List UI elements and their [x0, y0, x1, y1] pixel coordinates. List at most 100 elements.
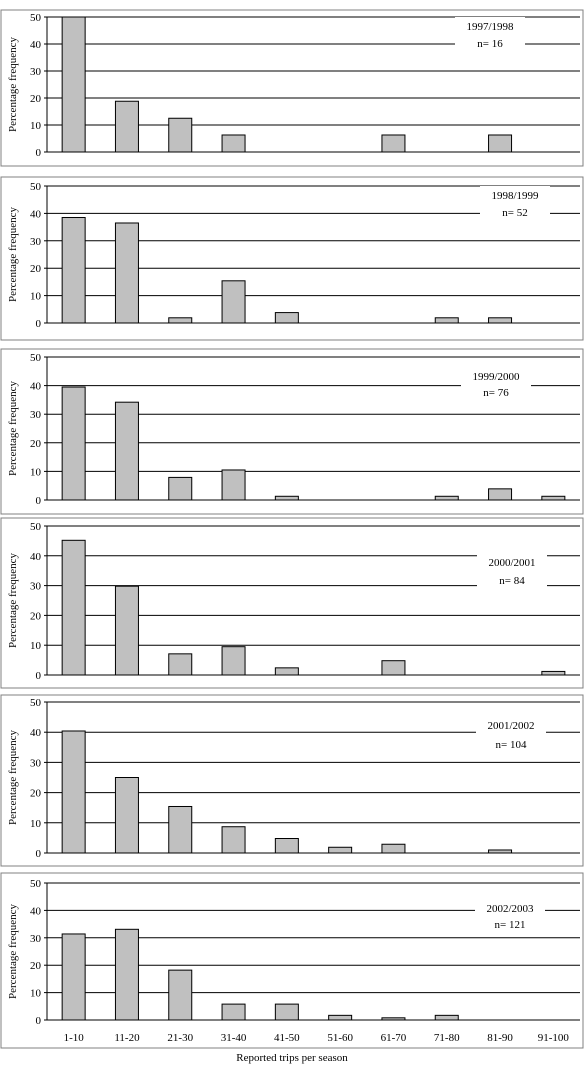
panel-frame: [0, 517, 584, 689]
bar-81-90: [488, 134, 513, 153]
bar-31-40: [221, 469, 246, 501]
annotation-box: [480, 186, 550, 222]
x-tick-label: 21-30: [167, 1032, 193, 1044]
y-tick-label: 30: [30, 757, 42, 769]
panel-frame: [0, 872, 584, 1049]
sample-size-label: n= 84: [499, 575, 525, 587]
bar-31-40: [221, 134, 246, 153]
bar-51-60: [328, 846, 353, 854]
y-axis-title: Percentage frequency: [7, 37, 19, 132]
annotation-box: [475, 899, 545, 935]
season-label: 2000/2001: [488, 557, 535, 569]
sample-size-label: n= 16: [477, 38, 503, 50]
y-tick-label: 0: [36, 147, 42, 159]
y-tick-label: 0: [36, 670, 42, 682]
bar-41-50: [274, 838, 299, 854]
bar-91-100: [541, 495, 566, 501]
y-tick-label: 50: [30, 12, 42, 24]
y-axis-title: Percentage frequency: [7, 553, 19, 648]
x-tick-label: 11-20: [114, 1032, 140, 1044]
bar-51-60: [328, 1014, 353, 1021]
y-tick-label: 10: [30, 466, 42, 478]
x-tick-label: 81-90: [487, 1032, 513, 1044]
chart-panel-6: 0 10 20 30 40 50 1-10 11-20 21-30 31-40 41-50 51-60…: [0, 872, 584, 1049]
bar-31-40: [221, 1003, 246, 1021]
panel-frame: [0, 348, 584, 515]
bar-21-30: [168, 317, 193, 324]
x-tick-label: 91-100: [538, 1032, 570, 1044]
bar-1-10: [61, 386, 86, 501]
x-tick-label: 1-10: [64, 1032, 85, 1044]
sample-size-label: n= 104: [496, 739, 527, 751]
bar-61-70: [381, 134, 406, 153]
y-tick-label: 10: [30, 120, 42, 132]
bar-21-30: [168, 969, 193, 1021]
y-tick-label: 40: [30, 551, 42, 563]
y-tick-label: 50: [30, 521, 42, 533]
panel-frame: [0, 176, 584, 341]
y-tick-label: 30: [30, 66, 42, 78]
season-label: 1997/1998: [466, 21, 514, 33]
y-tick-label: 30: [30, 409, 42, 421]
bar-31-40: [221, 280, 246, 324]
annotation-box: [461, 367, 531, 403]
bar-11-20: [114, 585, 139, 676]
bar-21-30: [168, 117, 193, 153]
chart-panel-4: 0 10 20 30 40 50 Percentage frequency 2000/2001…: [0, 517, 584, 689]
panel-frame: [0, 9, 584, 167]
x-tick-label: 41-50: [274, 1032, 300, 1044]
annotation-box: [455, 17, 525, 53]
bar-21-30: [168, 805, 193, 854]
y-tick-label: 40: [30, 381, 42, 393]
bar-11-20: [114, 222, 139, 324]
annotation-box: [477, 553, 547, 589]
y-tick-label: 10: [30, 988, 42, 1000]
bar-1-10: [61, 217, 86, 324]
bar-31-40: [221, 646, 246, 676]
y-tick-label: 10: [30, 291, 42, 303]
season-label: 1998/1999: [491, 190, 539, 202]
annotation-box: [476, 716, 546, 752]
x-tick-label: 31-40: [221, 1032, 247, 1044]
bar-71-80: [434, 495, 459, 501]
bar-41-50: [274, 312, 299, 324]
y-tick-label: 40: [30, 905, 42, 917]
bar-81-90: [488, 317, 513, 324]
x-tick-label: 51-60: [327, 1032, 353, 1044]
y-tick-label: 30: [30, 581, 42, 593]
bar-61-70: [381, 1017, 406, 1021]
sample-size-label: n= 76: [483, 387, 509, 399]
season-label: 2001/2002: [487, 720, 534, 732]
y-tick-label: 40: [30, 39, 42, 51]
y-tick-label: 0: [36, 318, 42, 330]
bar-41-50: [274, 495, 299, 501]
y-tick-label: 20: [30, 263, 42, 275]
bar-61-70: [381, 843, 406, 854]
y-tick-label: 50: [30, 352, 42, 364]
bar-1-10: [61, 730, 86, 854]
bar-21-30: [168, 476, 193, 501]
bar-41-50: [274, 667, 299, 676]
y-tick-label: 20: [30, 93, 42, 105]
bar-11-20: [114, 777, 139, 854]
bar-11-20: [114, 928, 139, 1021]
y-tick-label: 10: [30, 818, 42, 830]
y-axis-title: Percentage frequency: [7, 730, 19, 825]
chart-panel-3: 0 10 20 30 40 50 Percentage frequency 1999/2000…: [0, 348, 584, 515]
y-tick-label: 40: [30, 208, 42, 220]
y-tick-label: 50: [30, 878, 42, 890]
y-axis-title: Percentage frequency: [7, 904, 19, 999]
y-axis-title: Percentage frequency: [7, 381, 19, 476]
y-tick-label: 20: [30, 610, 42, 622]
chart-panel-5: 0 10 20 30 40 50 Percentage frequency 2001/2002…: [0, 694, 584, 867]
x-axis-title: Reported trips per season: [236, 1052, 348, 1064]
chart-panel-1: 0 10 20 30 40 50 Percentage frequency 1997/1998…: [0, 9, 584, 167]
bar-21-30: [168, 653, 193, 676]
chart-panel-2: 0 10 20 30 40 50 Percentage frequency 1998/1999…: [0, 176, 584, 341]
y-tick-label: 20: [30, 788, 42, 800]
bar-61-70: [381, 660, 406, 676]
bar-91-100: [541, 670, 566, 676]
panel-frame: [0, 694, 584, 867]
